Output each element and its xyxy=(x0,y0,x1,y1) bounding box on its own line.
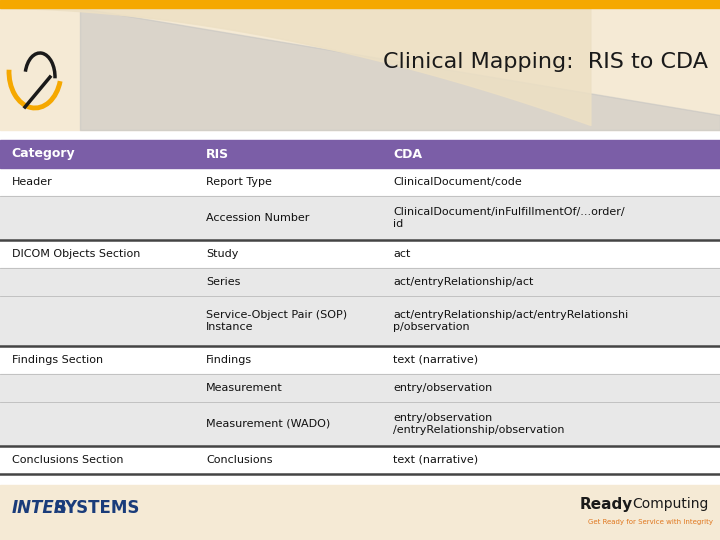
Text: Conclusions Section: Conclusions Section xyxy=(12,455,123,465)
Text: RIS: RIS xyxy=(206,147,229,160)
Bar xyxy=(0,268,720,296)
Text: Series: Series xyxy=(206,277,240,287)
Text: Findings Section: Findings Section xyxy=(12,355,103,365)
Text: act/entryRelationship/act/entryRelationshi
p/observation: act/entryRelationship/act/entryRelations… xyxy=(393,310,629,332)
Bar xyxy=(0,485,720,540)
Text: entry/observation
/entryRelationship/observation: entry/observation /entryRelationship/obs… xyxy=(393,413,564,435)
Text: INTER: INTER xyxy=(12,499,68,517)
Bar xyxy=(0,402,720,446)
Text: Get Ready for Service with Integrity: Get Ready for Service with Integrity xyxy=(588,519,713,525)
Text: Report Type: Report Type xyxy=(206,177,272,187)
Text: ClinicalDocument/inFulfillmentOf/...order/
id: ClinicalDocument/inFulfillmentOf/...orde… xyxy=(393,207,625,229)
Text: Category: Category xyxy=(12,147,75,160)
Text: Study: Study xyxy=(206,249,238,259)
Text: S: S xyxy=(54,499,67,517)
Bar xyxy=(0,374,720,402)
Text: text (narrative): text (narrative) xyxy=(393,355,478,365)
Bar xyxy=(0,240,720,268)
Text: Findings: Findings xyxy=(206,355,252,365)
Bar xyxy=(0,346,720,374)
Text: Header: Header xyxy=(12,177,53,187)
Text: Measurement (WADO): Measurement (WADO) xyxy=(206,419,330,429)
Text: DICOM Objects Section: DICOM Objects Section xyxy=(12,249,140,259)
Bar xyxy=(0,140,720,168)
Text: ClinicalDocument/code: ClinicalDocument/code xyxy=(393,177,522,187)
Text: act/entryRelationship/act: act/entryRelationship/act xyxy=(393,277,534,287)
Bar xyxy=(0,196,720,240)
Text: Computing: Computing xyxy=(632,497,708,511)
Text: Measurement: Measurement xyxy=(206,383,283,393)
Bar xyxy=(0,0,720,8)
Text: Conclusions: Conclusions xyxy=(206,455,272,465)
Text: text (narrative): text (narrative) xyxy=(393,455,478,465)
Text: CDA: CDA xyxy=(393,147,422,160)
Text: Service-Object Pair (SOP)
Instance: Service-Object Pair (SOP) Instance xyxy=(206,310,347,332)
Text: Clinical Mapping:  RIS to CDA: Clinical Mapping: RIS to CDA xyxy=(383,52,708,72)
Text: Ready: Ready xyxy=(580,497,634,512)
Bar xyxy=(0,446,720,474)
Bar xyxy=(0,8,720,130)
Text: act: act xyxy=(393,249,410,259)
Bar xyxy=(0,168,720,196)
Text: YSTEMS: YSTEMS xyxy=(64,499,140,517)
Bar xyxy=(0,296,720,346)
Text: entry/observation: entry/observation xyxy=(393,383,492,393)
Text: Accession Number: Accession Number xyxy=(206,213,310,223)
